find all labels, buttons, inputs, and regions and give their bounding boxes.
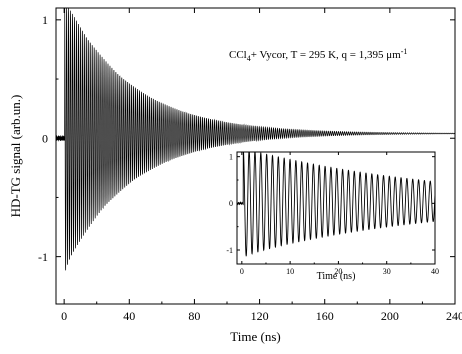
inset-background: [211, 148, 441, 290]
inset-x-tick-label: 20: [334, 267, 342, 276]
annotation-rest: + Vycor, T = 295 K, q = 1,395 μm: [251, 49, 401, 61]
main-plot-frame: [55, 7, 456, 305]
main-x-tick-label: 160: [316, 309, 334, 323]
annotation-sup: -1: [401, 47, 408, 56]
main-x-axis-label: Time (ns): [230, 329, 280, 344]
inset-y-tick-label: -1: [226, 246, 233, 255]
main-y-tick-label: -1: [38, 250, 48, 264]
main-y-ticks: 1 0 -1: [38, 13, 455, 264]
main-x-tick-label: 240: [446, 309, 462, 323]
inset-x-tick-label: 0: [240, 267, 244, 276]
main-y-tick-label: 0: [42, 131, 48, 145]
main-x-tick-label: 200: [381, 309, 399, 323]
inset-x-tick-label: 40: [431, 267, 439, 276]
main-x-tick-label: 80: [188, 309, 200, 323]
annotation-main: CCl: [229, 49, 247, 61]
annotation-sub: 4: [247, 54, 251, 63]
inset-plot-frame: [236, 151, 436, 265]
main-x-tick-label: 0: [61, 309, 67, 323]
chart-annotation: CCl4+ Vycor, T = 295 K, q = 1,395 μm-1: [229, 47, 407, 63]
main-x-tick-label: 40: [123, 309, 135, 323]
main-x-tick-label: 120: [251, 309, 269, 323]
inset-y-ticks: 1 0 -1: [226, 152, 435, 255]
series-line-0: [55, 7, 456, 271]
main-y-axis-label: HD-TG signal (arb.un.): [8, 95, 23, 218]
inset-series-group: [236, 151, 436, 257]
inset-x-tick-label: 10: [286, 267, 294, 276]
inset-x-axis-label: Time (ns): [317, 271, 356, 282]
inset-x-tick-label: 30: [383, 267, 391, 276]
series-line-0: [236, 151, 436, 257]
main-x-ticks: 0 40 80 120 160 200 240: [61, 8, 462, 323]
main-series-group: [55, 7, 456, 271]
inset-y-tick-label: 1: [229, 152, 233, 161]
main-y-tick-label: 1: [42, 13, 48, 27]
inset-x-ticks: 0 10 20 30 40: [240, 152, 439, 276]
inset-y-tick-label: 0: [229, 199, 233, 208]
